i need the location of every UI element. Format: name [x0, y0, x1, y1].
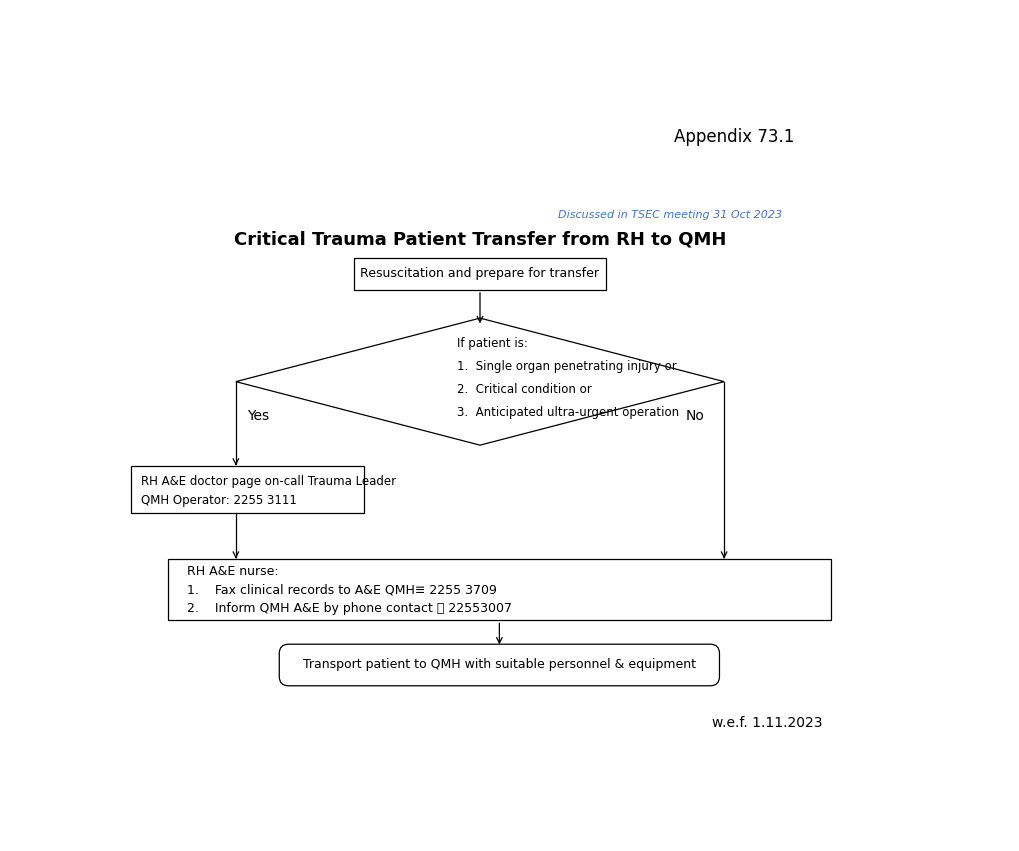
Text: Discussed in TSEC meeting 31 Oct 2023: Discussed in TSEC meeting 31 Oct 2023: [557, 209, 782, 220]
Text: Appendix 73.1: Appendix 73.1: [674, 128, 794, 146]
Text: 1.  Single organ penetrating injury or: 1. Single organ penetrating injury or: [457, 360, 677, 373]
Text: If patient is:: If patient is:: [457, 337, 528, 350]
Text: Transport patient to QMH with suitable personnel & equipment: Transport patient to QMH with suitable p…: [303, 659, 696, 671]
Text: Resuscitation and prepare for transfer: Resuscitation and prepare for transfer: [361, 267, 599, 280]
Text: 3.  Anticipated ultra-urgent operation: 3. Anticipated ultra-urgent operation: [457, 406, 679, 419]
FancyBboxPatch shape: [168, 559, 830, 620]
Text: No: No: [686, 409, 705, 423]
Text: RH A&E nurse:: RH A&E nurse:: [187, 564, 279, 578]
Text: 2.    Inform QMH A&E by phone contact ⓘ 22553007: 2. Inform QMH A&E by phone contact ⓘ 225…: [187, 602, 513, 614]
Text: RH A&E doctor page on-call Trauma Leader: RH A&E doctor page on-call Trauma Leader: [141, 475, 395, 488]
Text: 1.    Fax clinical records to A&E QMH≡ 2255 3709: 1. Fax clinical records to A&E QMH≡ 2255…: [187, 583, 497, 596]
FancyBboxPatch shape: [354, 258, 606, 290]
Text: QMH Operator: 2255 3111: QMH Operator: 2255 3111: [141, 494, 297, 507]
Text: Critical Trauma Patient Transfer from RH to QMH: Critical Trauma Patient Transfer from RH…: [233, 231, 727, 249]
Text: w.e.f. 1.11.2023: w.e.f. 1.11.2023: [712, 716, 823, 730]
Text: Yes: Yes: [248, 409, 270, 423]
Text: 2.  Critical condition or: 2. Critical condition or: [457, 383, 591, 396]
FancyBboxPatch shape: [131, 465, 364, 513]
FancyBboxPatch shape: [279, 644, 719, 686]
Polygon shape: [235, 318, 725, 445]
